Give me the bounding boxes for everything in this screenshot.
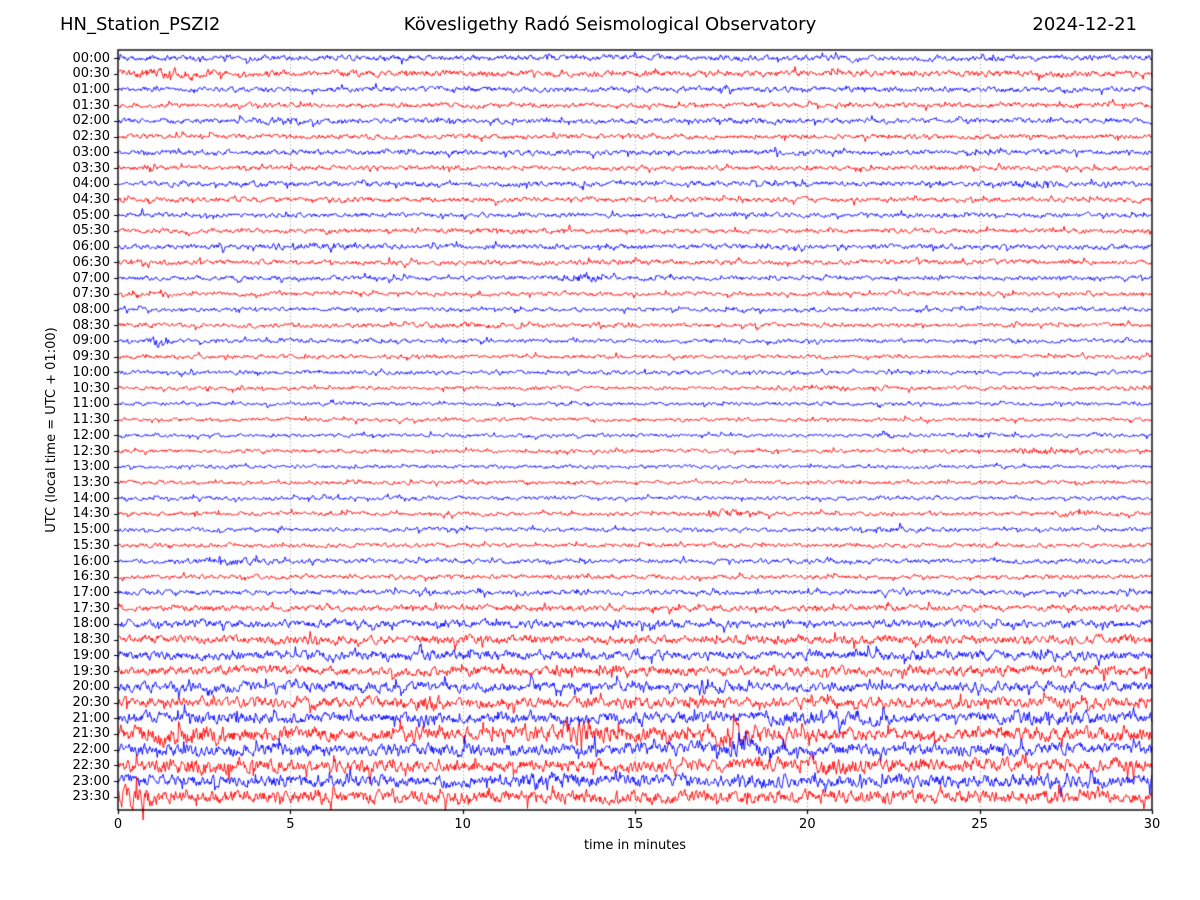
y-tick-label: 01:30 xyxy=(72,97,110,113)
y-tick-label: 05:00 xyxy=(72,207,110,223)
y-tick-label: 00:00 xyxy=(72,50,110,66)
y-tick-label: 21:30 xyxy=(72,726,110,742)
y-tick-label: 23:30 xyxy=(72,789,110,805)
x-tick-label: 30 xyxy=(1143,817,1161,832)
y-tick-label: 09:00 xyxy=(72,333,110,349)
y-tick-label: 08:00 xyxy=(72,302,110,318)
y-tick-label: 13:00 xyxy=(72,459,110,475)
y-tick-label: 06:00 xyxy=(72,239,110,255)
y-tick-label: 18:30 xyxy=(72,632,110,648)
y-tick-label: 08:30 xyxy=(72,317,110,333)
y-tick-label: 19:30 xyxy=(72,663,110,679)
y-tick-label: 07:00 xyxy=(72,270,110,286)
x-axis-label: time in minutes xyxy=(583,838,687,853)
date-title: 2024-12-21 xyxy=(1032,14,1137,35)
y-tick-label: 11:00 xyxy=(72,396,110,412)
y-tick-label: 18:00 xyxy=(72,616,110,632)
y-tick-label: 11:30 xyxy=(72,412,110,428)
y-tick-label: 02:30 xyxy=(72,129,110,145)
y-tick-label: 09:30 xyxy=(72,349,110,365)
y-tick-label: 13:30 xyxy=(72,474,110,490)
y-tick-label: 22:00 xyxy=(72,742,110,758)
y-tick-label: 15:30 xyxy=(72,537,110,553)
y-axis-label: UTC (local time = UTC + 01:00) xyxy=(44,327,59,533)
y-tick-label: 20:30 xyxy=(72,695,110,711)
y-tick-label: 05:30 xyxy=(72,223,110,239)
y-tick-label: 07:30 xyxy=(72,286,110,302)
y-tick-label: 14:30 xyxy=(72,506,110,522)
station-title: HN_Station_PSZI2 xyxy=(60,14,221,35)
y-tick-label: 04:00 xyxy=(72,176,110,192)
y-tick-label: 20:00 xyxy=(72,679,110,695)
y-tick-label: 22:30 xyxy=(72,757,110,773)
x-tick-label: 5 xyxy=(286,817,295,832)
y-tick-label: 03:00 xyxy=(72,144,110,160)
y-tick-label: 12:30 xyxy=(72,443,110,459)
observatory-title: Kövesligethy Radó Seismological Observat… xyxy=(403,14,817,35)
y-tick-label: 01:00 xyxy=(72,81,110,97)
y-tick-label: 17:30 xyxy=(72,600,110,616)
y-tick-label: 17:00 xyxy=(72,584,110,600)
y-tick-label: 10:00 xyxy=(72,364,110,380)
y-tick-label: 00:30 xyxy=(72,66,110,82)
y-tick-label: 21:00 xyxy=(72,710,110,726)
y-tick-label: 16:00 xyxy=(72,553,110,569)
y-tick-label: 23:00 xyxy=(72,773,110,789)
y-tick-label: 02:00 xyxy=(72,113,110,129)
y-tick-label: 10:30 xyxy=(72,380,110,396)
x-tick-label: 0 xyxy=(113,817,123,832)
x-tick-label: 20 xyxy=(799,817,816,832)
y-tick-label: 04:30 xyxy=(72,191,110,207)
y-tick-label: 06:30 xyxy=(72,254,110,270)
y-tick-label: 16:30 xyxy=(72,569,110,585)
y-tick-label: 03:30 xyxy=(72,160,110,176)
x-tick-label: 15 xyxy=(626,817,644,832)
y-tick-label: 19:00 xyxy=(72,647,110,663)
y-tick-label: 15:00 xyxy=(72,522,110,538)
x-tick-label: 25 xyxy=(971,817,988,832)
y-tick-label: 12:00 xyxy=(72,427,110,443)
y-tick-label: 14:00 xyxy=(72,490,110,506)
x-tick-label: 10 xyxy=(454,817,471,832)
